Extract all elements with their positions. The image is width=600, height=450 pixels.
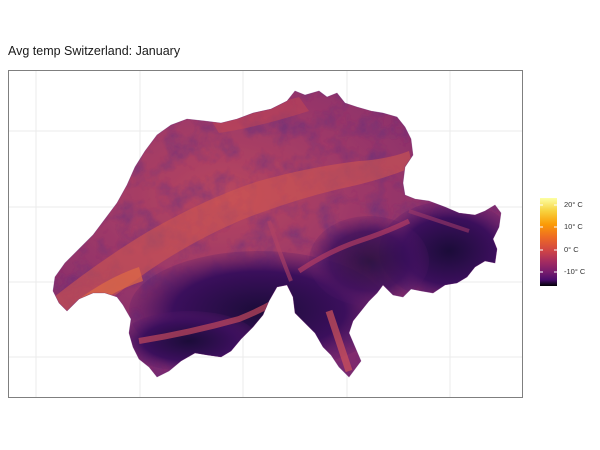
switzerland-map: [53, 91, 501, 377]
legend-label-20: 20° C: [564, 200, 583, 209]
map-svg: [9, 71, 522, 397]
legend-label-minus-10: -10° C: [564, 267, 586, 276]
plot-title: Avg temp Switzerland: January: [8, 44, 181, 58]
map-panel: [8, 70, 523, 398]
legend-colorbar: [540, 198, 557, 286]
legend-label-10: 10° C: [564, 222, 583, 231]
color-legend: 20° C 10° C 0° C -10° C: [540, 198, 600, 288]
legend-label-0: 0° C: [564, 245, 579, 254]
